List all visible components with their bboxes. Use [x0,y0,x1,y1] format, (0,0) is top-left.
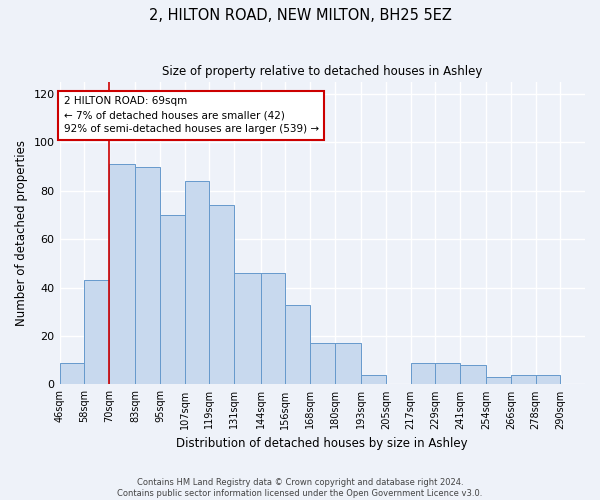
Text: 2 HILTON ROAD: 69sqm
← 7% of detached houses are smaller (42)
92% of semi-detach: 2 HILTON ROAD: 69sqm ← 7% of detached ho… [64,96,319,134]
Bar [435,362,460,384]
Bar [59,362,84,384]
Bar [136,166,160,384]
Bar [335,344,361,384]
Text: Contains HM Land Registry data © Crown copyright and database right 2024.
Contai: Contains HM Land Registry data © Crown c… [118,478,482,498]
Bar [234,273,260,384]
Y-axis label: Number of detached properties: Number of detached properties [15,140,28,326]
Bar [361,375,386,384]
Bar [160,215,185,384]
Text: 2, HILTON ROAD, NEW MILTON, BH25 5EZ: 2, HILTON ROAD, NEW MILTON, BH25 5EZ [149,8,451,22]
Bar [511,375,536,384]
Bar [109,164,136,384]
Bar [209,206,234,384]
Bar [84,280,109,384]
Bar [460,365,487,384]
Bar [310,344,335,384]
Bar [410,362,435,384]
Title: Size of property relative to detached houses in Ashley: Size of property relative to detached ho… [162,65,482,78]
Bar [260,273,286,384]
Bar [536,375,560,384]
Bar [286,304,310,384]
X-axis label: Distribution of detached houses by size in Ashley: Distribution of detached houses by size … [176,437,468,450]
Bar [185,181,209,384]
Bar [487,377,511,384]
